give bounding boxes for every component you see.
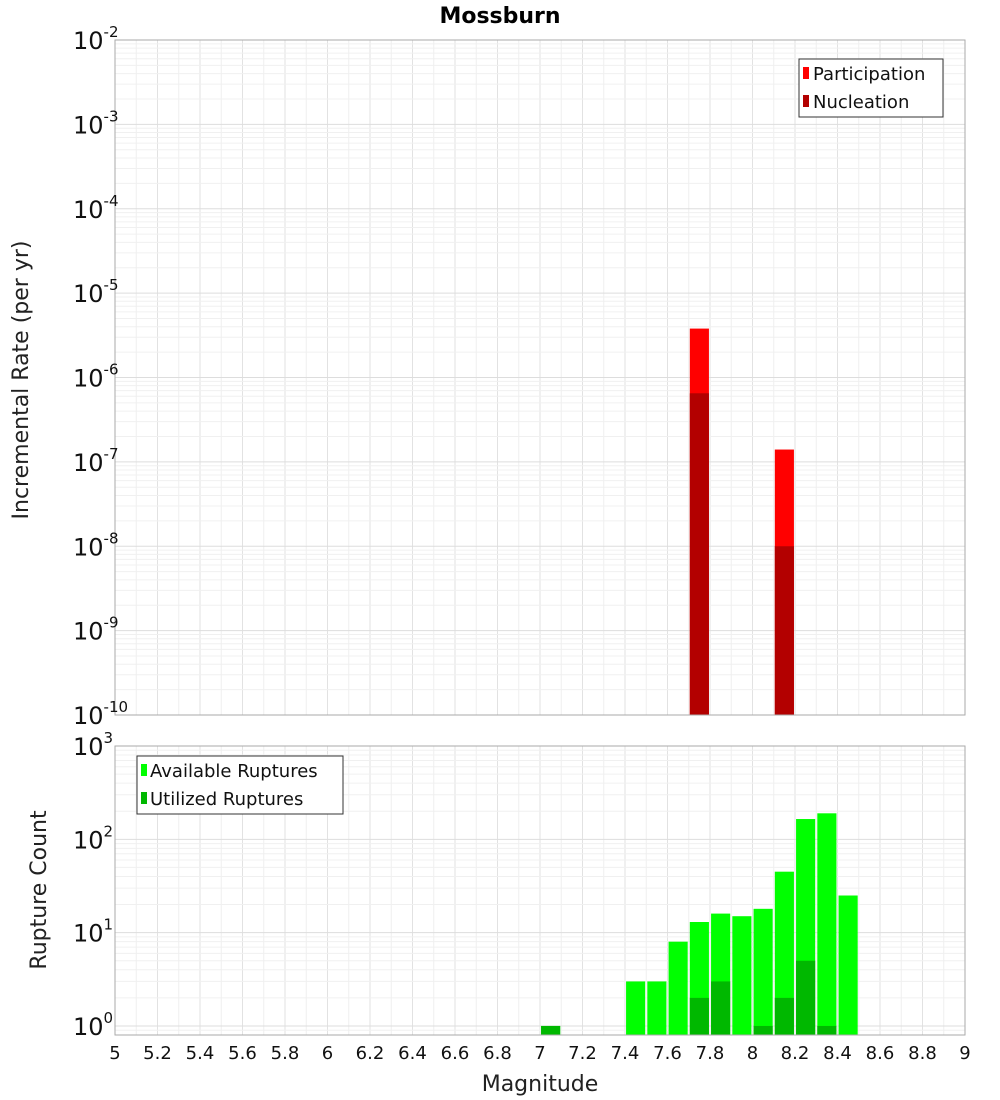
legend-label-utilized: Utilized Ruptures [150, 789, 303, 810]
bottom-y-axis-label: Rupture Count [27, 810, 52, 970]
bottom-y-tick-label: 102 [73, 822, 113, 854]
x-tick-label: 7.6 [653, 1043, 682, 1064]
top-bar-series1 [689, 393, 709, 715]
x-tick-label: 8 [747, 1043, 758, 1064]
bottom-bar-series0 [753, 908, 773, 1035]
top-y-tick-labels: 10-10 10-9 10-8 10-7 10-6 10-5 10-4 10-3 10-2 [73, 23, 128, 730]
bottom-bar-series1 [711, 981, 731, 1035]
bottom-y-tick-label: 100 [73, 1009, 113, 1041]
top-y-tick-label: 10-4 [73, 192, 119, 224]
legend-swatch-participation [803, 67, 809, 79]
bottom-bar-series0 [732, 916, 752, 1035]
top-y-axis-label: Incremental Rate (per yr) [9, 241, 34, 520]
bottom-y-tick-label: 103 [73, 729, 113, 761]
x-tick-label: 6.4 [398, 1043, 427, 1064]
x-tick-label: 8.2 [781, 1043, 810, 1064]
x-tick-label: 8.8 [908, 1043, 937, 1064]
bottom-bar-series1 [817, 1025, 837, 1035]
bottom-y-tick-label: 101 [73, 916, 113, 948]
top-y-tick-label: 10-9 [73, 614, 119, 646]
bottom-bar-series0 [626, 981, 646, 1035]
top-plot-bars [689, 328, 794, 715]
legend-swatch-available [141, 764, 147, 776]
x-tick-label: 5 [109, 1043, 120, 1064]
x-tick-label: 8.4 [823, 1043, 852, 1064]
top-y-tick-label: 10-10 [73, 698, 128, 730]
top-y-tick-label: 10-2 [73, 23, 119, 55]
top-y-tick-label: 10-5 [73, 276, 119, 308]
x-tick-label: 6.6 [441, 1043, 470, 1064]
x-tick-label: 5.2 [143, 1043, 172, 1064]
bottom-legend-box [136, 755, 344, 815]
top-legend-box [798, 58, 944, 118]
x-tick-label: 7.2 [568, 1043, 597, 1064]
x-tick-label: 9 [959, 1043, 970, 1064]
legend-swatch-nucleation [803, 95, 809, 107]
bottom-bar-series1 [774, 997, 794, 1035]
x-tick-label: 5.6 [228, 1043, 257, 1064]
bottom-plot-frame [114, 745, 966, 1036]
top-plot-grid [115, 40, 965, 715]
legend-label-nucleation: Nucleation [813, 92, 909, 113]
x-tick-label: 6 [322, 1043, 333, 1064]
x-tick-label: 5.8 [271, 1043, 300, 1064]
bottom-bar-series1 [753, 1025, 773, 1035]
x-tick-label: 7 [534, 1043, 545, 1064]
bottom-bar-series0 [774, 871, 794, 1035]
legend-label-participation: Participation [813, 64, 925, 85]
top-bar-series1 [774, 546, 794, 715]
bottom-plot-bars [541, 813, 858, 1035]
bottom-bar-series0 [838, 895, 858, 1035]
top-y-tick-label: 10-7 [73, 445, 119, 477]
bottom-legend: Available Ruptures Utilized Ruptures [136, 755, 344, 815]
x-tick-label: 7.4 [611, 1043, 640, 1064]
bottom-y-tick-labels: 100 101 102 103 [73, 729, 113, 1041]
bottom-bar-series1 [689, 997, 709, 1035]
bottom-bar-series0 [668, 941, 688, 1035]
bottom-bar-series0 [817, 813, 837, 1035]
bottom-bar-series1 [796, 960, 816, 1035]
x-tick-label: 8.6 [866, 1043, 895, 1064]
top-y-tick-label: 10-6 [73, 361, 119, 393]
legend-swatch-utilized [141, 792, 147, 804]
bottom-bar-series0 [647, 981, 667, 1035]
x-tick-label: 7.8 [696, 1043, 725, 1064]
x-tick-label: 6.8 [483, 1043, 512, 1064]
x-axis-label: Magnitude [482, 1072, 599, 1097]
x-tick-label: 6.2 [356, 1043, 385, 1064]
top-legend: Participation Nucleation [798, 58, 944, 118]
bottom-bar-series1 [541, 1025, 561, 1035]
x-tick-labels: 5 5.2 5.4 5.6 5.8 6 6.2 6.4 6.6 6.8 7 7.2 7.4 7.6 7.8 8… [109, 1043, 970, 1064]
x-tick-label: 5.4 [186, 1043, 215, 1064]
top-y-tick-label: 10-8 [73, 529, 119, 561]
chart-title: Mossburn [439, 4, 560, 29]
top-y-tick-label: 10-3 [73, 107, 119, 139]
legend-label-available: Available Ruptures [150, 761, 318, 782]
top-plot-frame [114, 39, 966, 716]
